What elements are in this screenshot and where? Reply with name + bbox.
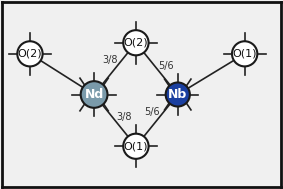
Ellipse shape	[232, 41, 257, 66]
Ellipse shape	[17, 41, 43, 66]
Ellipse shape	[123, 134, 149, 159]
Text: Nd: Nd	[84, 88, 104, 101]
Text: 3/8: 3/8	[102, 55, 118, 65]
Text: Nb: Nb	[168, 88, 187, 101]
Text: O(2): O(2)	[18, 49, 42, 59]
Text: 3/8: 3/8	[117, 112, 132, 122]
Ellipse shape	[123, 30, 149, 55]
Text: 5/6: 5/6	[158, 60, 174, 70]
Ellipse shape	[81, 81, 108, 108]
Text: O(1): O(1)	[124, 141, 148, 151]
Ellipse shape	[166, 82, 190, 107]
Text: 5/6: 5/6	[144, 107, 160, 117]
Text: O(1): O(1)	[232, 49, 257, 59]
Text: O(2): O(2)	[124, 38, 148, 48]
